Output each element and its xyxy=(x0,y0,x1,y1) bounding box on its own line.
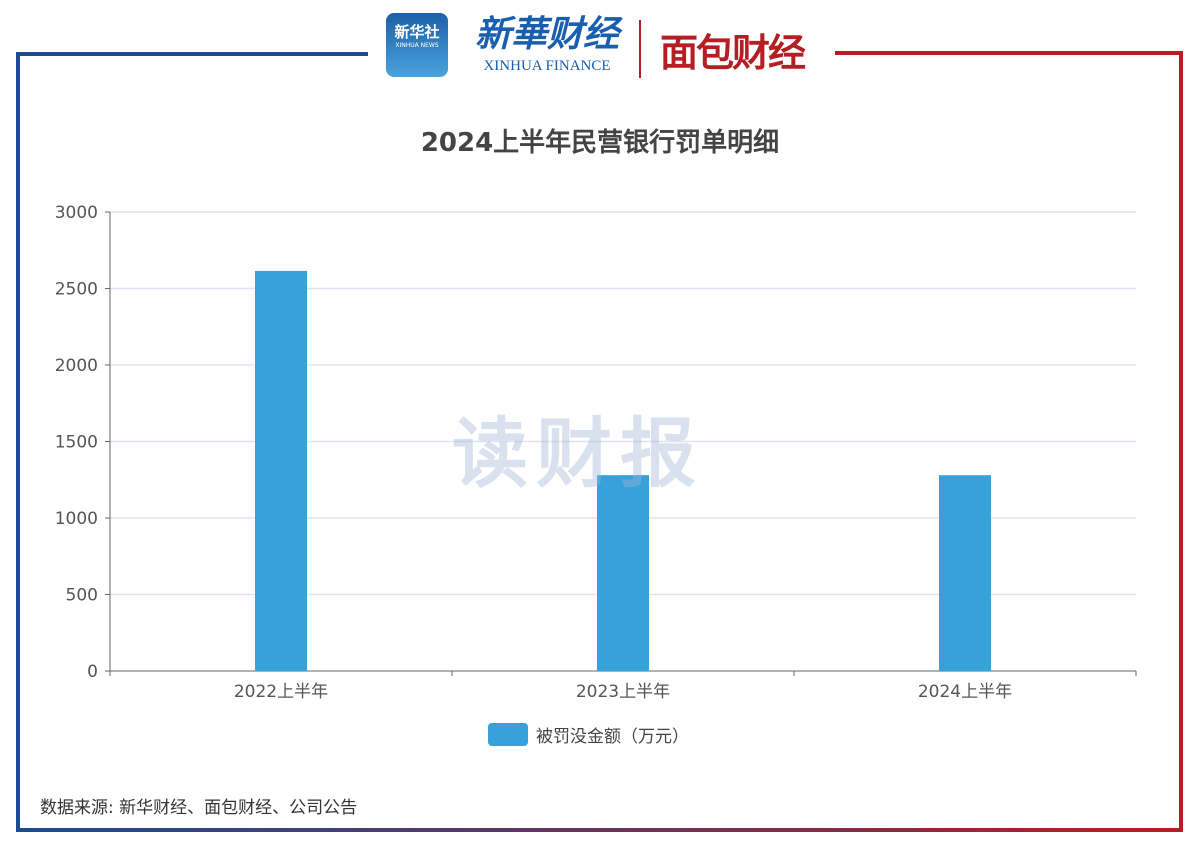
logo-separator xyxy=(639,20,641,78)
y-tick-label: 2500 xyxy=(55,280,98,300)
x-tick-label: 2022上半年 xyxy=(234,682,328,702)
mianbao-logo: 面包财经 xyxy=(660,22,806,77)
x-tick-label: 2023上半年 xyxy=(576,682,670,702)
legend-label: 被罚没金额（万元） xyxy=(536,727,689,747)
legend-swatch xyxy=(488,723,528,746)
xinhua-news-logo-en: XINHUA NEWS xyxy=(395,42,439,49)
bar xyxy=(255,270,307,671)
xinhua-news-logo: 新华社 XINHUA NEWS xyxy=(386,13,448,77)
xinhua-finance-logo: 新華财经 XINHUA FINANCE xyxy=(462,12,632,76)
watermark: 读财报 xyxy=(452,409,704,498)
bar xyxy=(939,475,991,671)
y-tick-label: 3000 xyxy=(55,203,98,223)
y-tick-label: 0 xyxy=(87,662,98,682)
bar xyxy=(597,475,649,671)
source-note: 数据来源: 新华财经、面包财经、公司公告 xyxy=(40,798,358,818)
xinhua-finance-logo-text: 新華财经 xyxy=(474,13,619,55)
x-tick-label: 2024上半年 xyxy=(918,682,1012,702)
xinhua-news-logo-text: 新华社 xyxy=(394,23,440,41)
y-tick-label: 1000 xyxy=(55,509,98,529)
frame-right xyxy=(1179,51,1183,832)
frame-top-left xyxy=(16,52,368,56)
y-tick-label: 2000 xyxy=(55,356,98,376)
frame-bottom xyxy=(16,828,1183,832)
frame-top-right xyxy=(835,51,1183,55)
legend[interactable]: 被罚没金额（万元） xyxy=(488,722,689,747)
xinhua-finance-logo-en: XINHUA FINANCE xyxy=(483,58,611,74)
frame-left xyxy=(16,52,20,832)
y-tick-label: 500 xyxy=(66,586,98,606)
y-tick-label: 1500 xyxy=(55,433,98,453)
mianbao-logo-text: 面包财经 xyxy=(660,31,806,75)
chart-title: 2024上半年民营银行罚单明细 xyxy=(420,128,780,158)
